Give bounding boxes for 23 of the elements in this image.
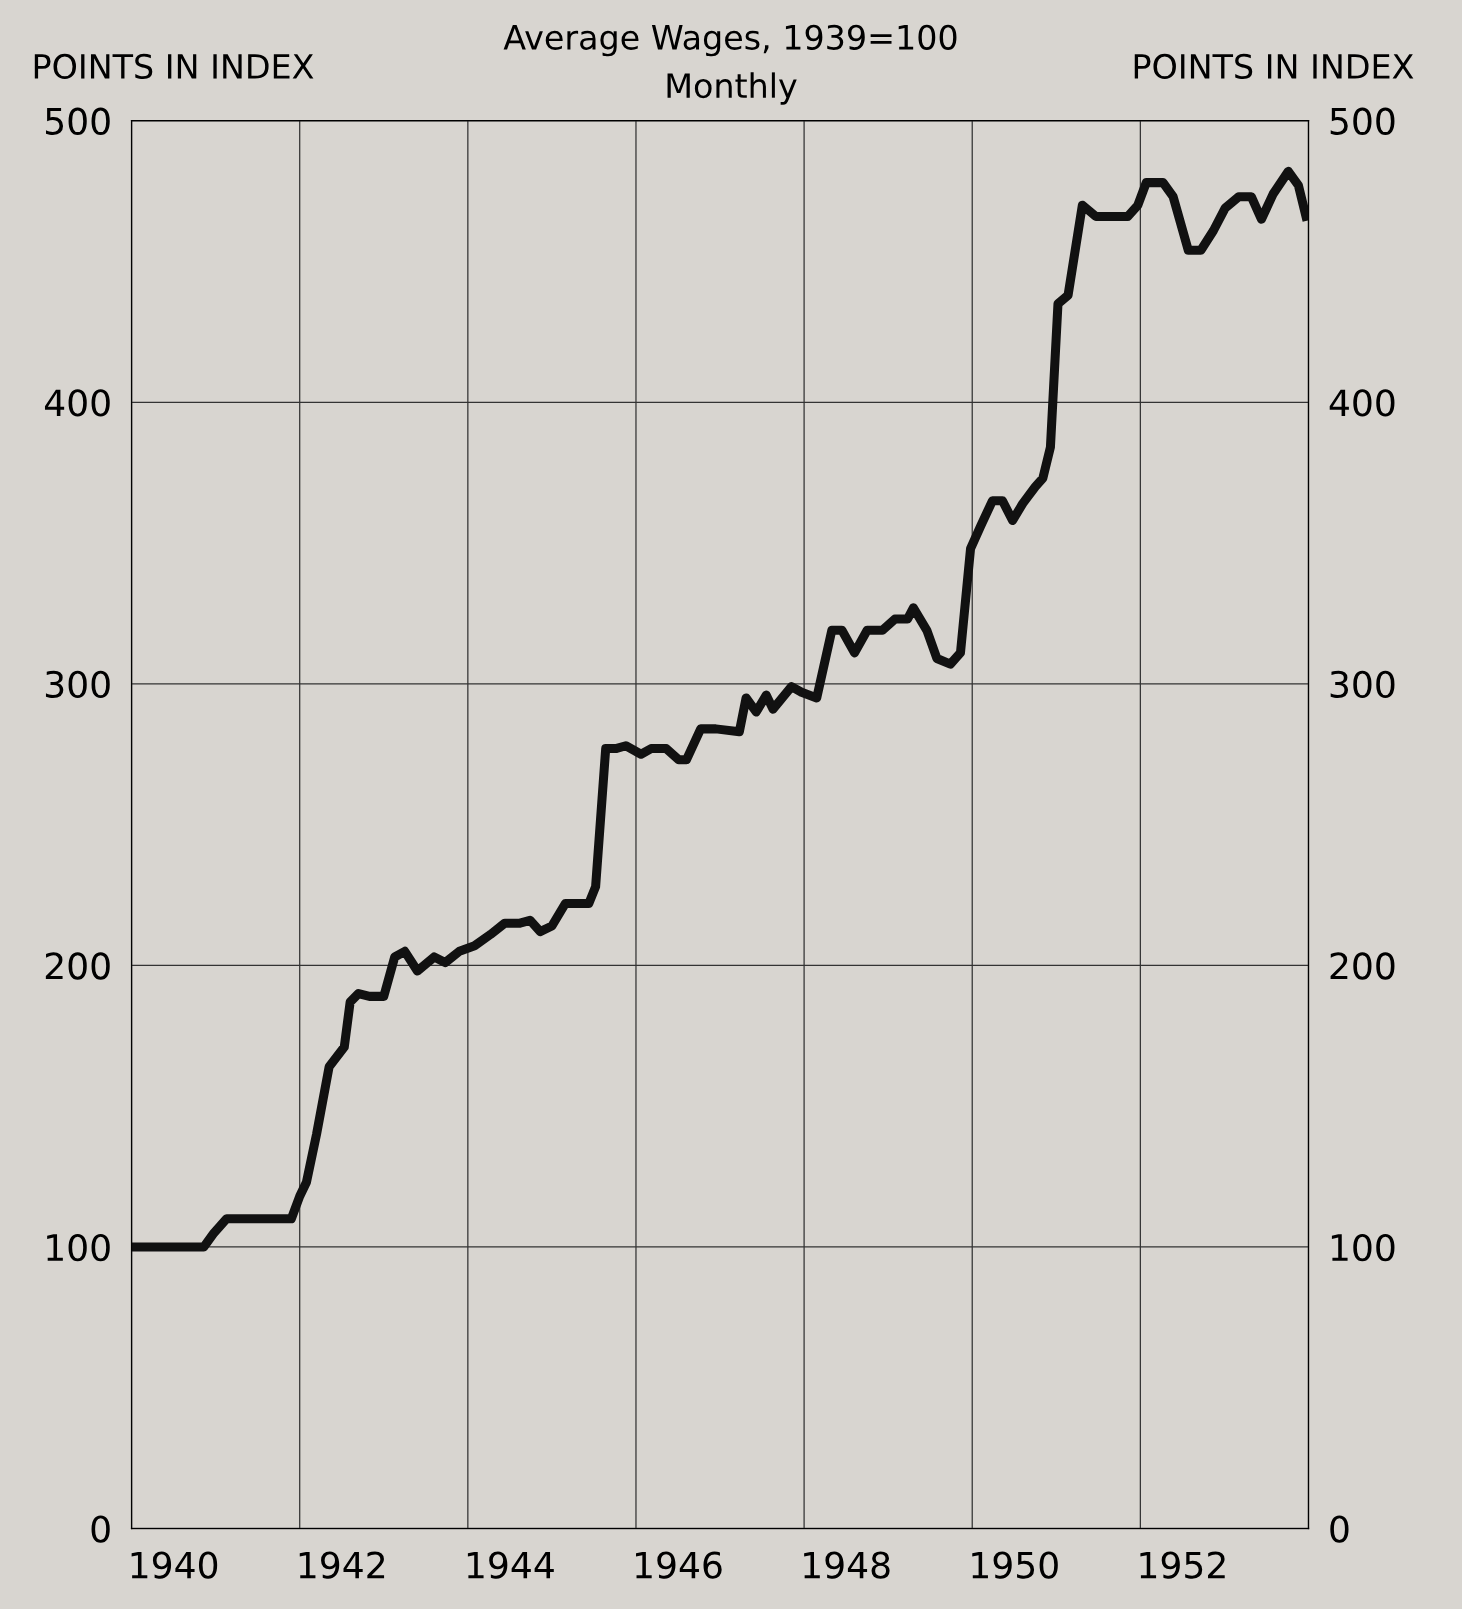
y2-tick-label: 300	[1330, 670, 1395, 699]
y2-tick-label: 0	[1330, 1515, 1349, 1543]
y2-tick-label: 100	[1331, 1233, 1395, 1262]
chart-title: Average Wages, 1939=100	[503, 24, 957, 57]
y-axis-title: POINTS IN INDEX	[34, 53, 314, 80]
x-tick-label: 1950	[972, 1551, 1058, 1579]
x-tick-label: 1948	[804, 1551, 890, 1579]
x-tick-label: 1942	[299, 1551, 385, 1579]
y2-tick-label: 400	[1329, 389, 1395, 417]
x-tick-label: 1952	[1140, 1551, 1225, 1579]
x-tick-label: 1940	[131, 1551, 218, 1579]
y-tick-label: 500	[46, 107, 110, 135]
y2-tick-label: 200	[1330, 952, 1395, 980]
y2-axis-title: POINTS IN INDEX	[1134, 53, 1414, 80]
y-tick-label: 100	[47, 1233, 110, 1262]
y-tick-label: 0	[91, 1515, 110, 1543]
y-tick-label: 400	[44, 389, 110, 417]
x-tick-label: 1944	[467, 1551, 554, 1579]
x-tick-label: 1946	[636, 1551, 722, 1579]
chart-subtitle: Monthly	[667, 72, 797, 105]
y2-tick-label: 500	[1330, 107, 1395, 135]
y-tick-label: 300	[45, 670, 110, 699]
y-tick-label: 200	[45, 952, 110, 980]
